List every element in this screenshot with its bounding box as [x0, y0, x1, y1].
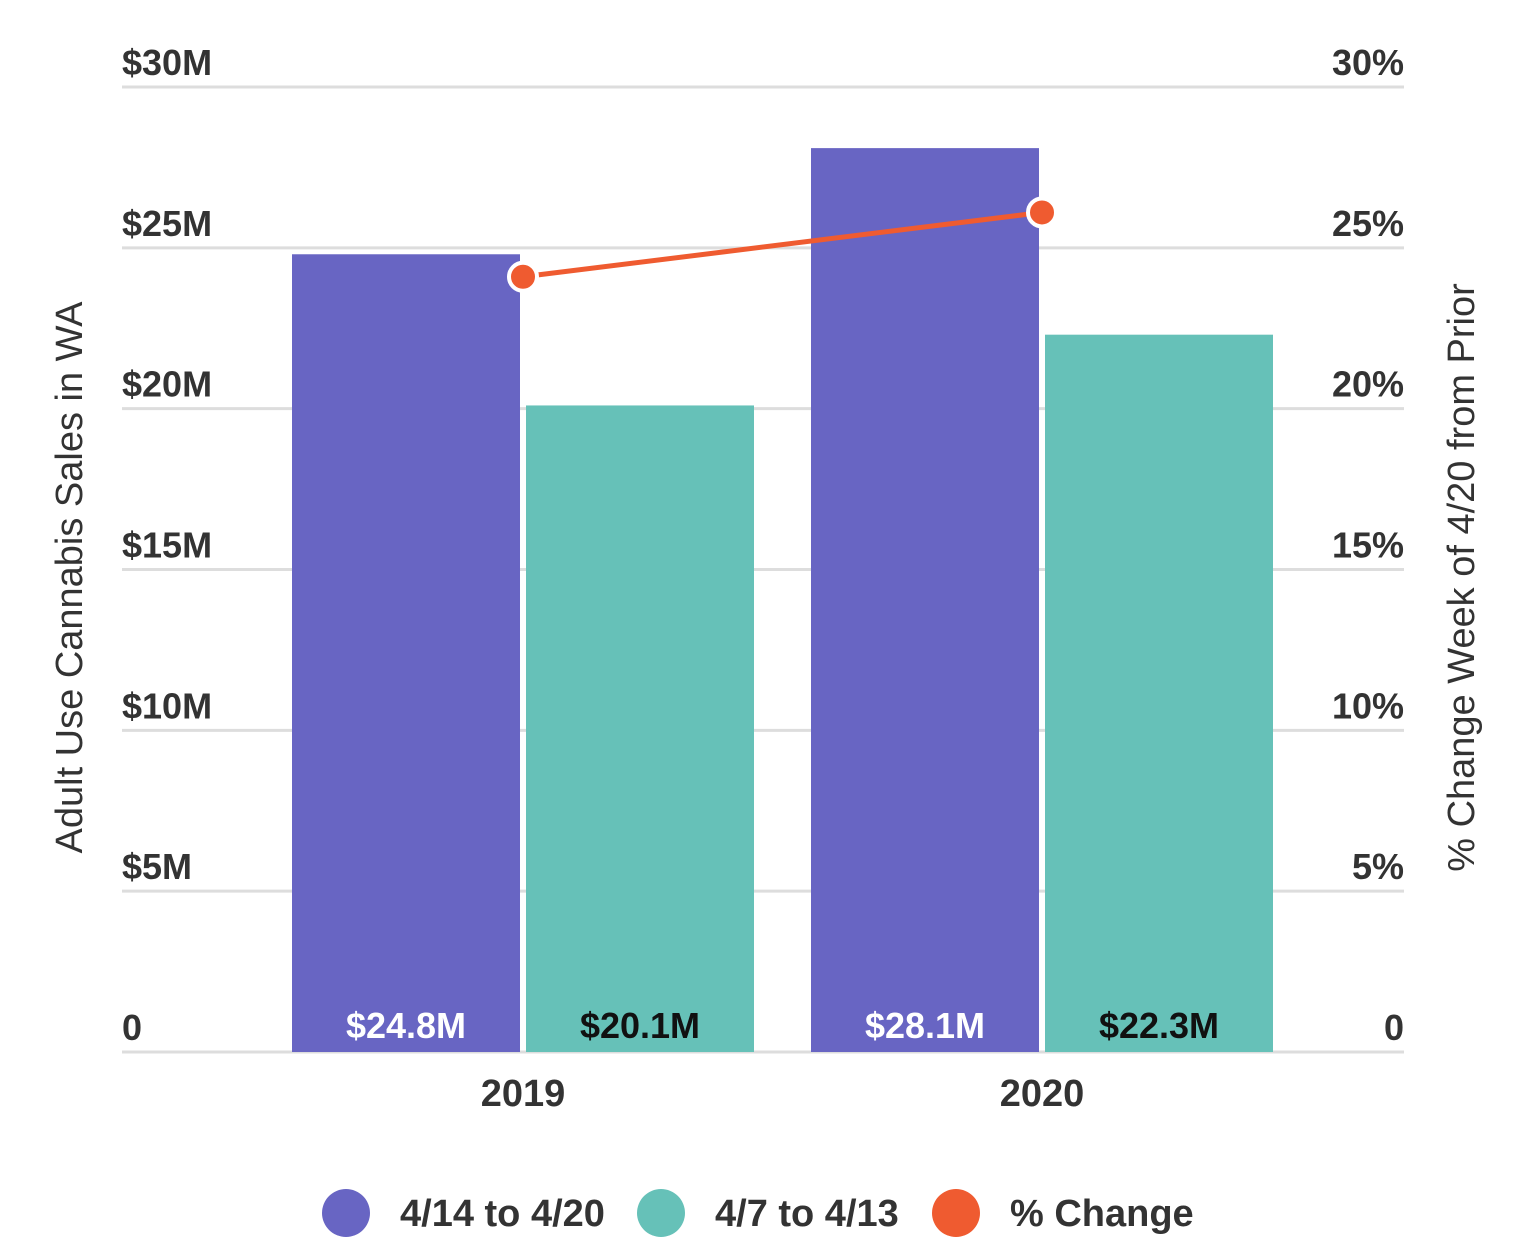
y-left-tick-label: $15M — [122, 525, 212, 566]
bar-data-label: $28.1M — [865, 1005, 985, 1046]
y-left-axis-title: Adult Use Cannabis Sales in WA — [49, 301, 91, 854]
y-left-tick-label: $25M — [122, 203, 212, 244]
bar-4-7-to-4-13-2020 — [1045, 334, 1273, 1052]
legend-label: 4/14 to 4/20 — [400, 1193, 605, 1235]
y-left-tick-label: $10M — [122, 685, 212, 726]
bar-data-label: $22.3M — [1099, 1005, 1219, 1046]
y-right-tick-label: 15% — [1332, 525, 1404, 566]
line-series-percent-change — [522, 209, 1043, 280]
bar-4-14-to-4-20-2019 — [292, 254, 520, 1052]
bar-4-7-to-4-13-2019 — [526, 405, 754, 1052]
y-right-tick-label: 20% — [1332, 364, 1404, 405]
line-point-percent-change — [507, 260, 539, 293]
y-left-tick-label: $5M — [122, 846, 192, 887]
y-left-tick-label: $30M — [122, 42, 212, 83]
y-right-tick-label: 25% — [1332, 203, 1404, 244]
y-left-tick-label: 0 — [122, 1007, 142, 1048]
legend-swatch — [637, 1189, 685, 1237]
line-point-percent-change — [1026, 196, 1058, 229]
legend-label: 4/7 to 4/13 — [715, 1193, 899, 1235]
bar-data-label: $20.1M — [580, 1005, 700, 1046]
y-right-axis-title: % Change Week of 4/20 from Prior — [1441, 283, 1483, 872]
y-right-tick-label: 10% — [1332, 685, 1404, 726]
y-right-tick-label: 30% — [1332, 42, 1404, 83]
bar-4-14-to-4-20-2020 — [811, 148, 1039, 1052]
y-right-tick-label: 0 — [1384, 1007, 1404, 1048]
y-right-tick-label: 5% — [1352, 846, 1404, 887]
x-category-label: 2020 — [1000, 1073, 1085, 1115]
legend-swatch — [322, 1189, 370, 1237]
y-left-tick-label: $20M — [122, 364, 212, 405]
legend-label: % Change — [1010, 1193, 1194, 1235]
bar-data-label: $24.8M — [346, 1005, 466, 1046]
x-category-label: 2019 — [481, 1073, 566, 1115]
legend-swatch — [932, 1189, 980, 1237]
